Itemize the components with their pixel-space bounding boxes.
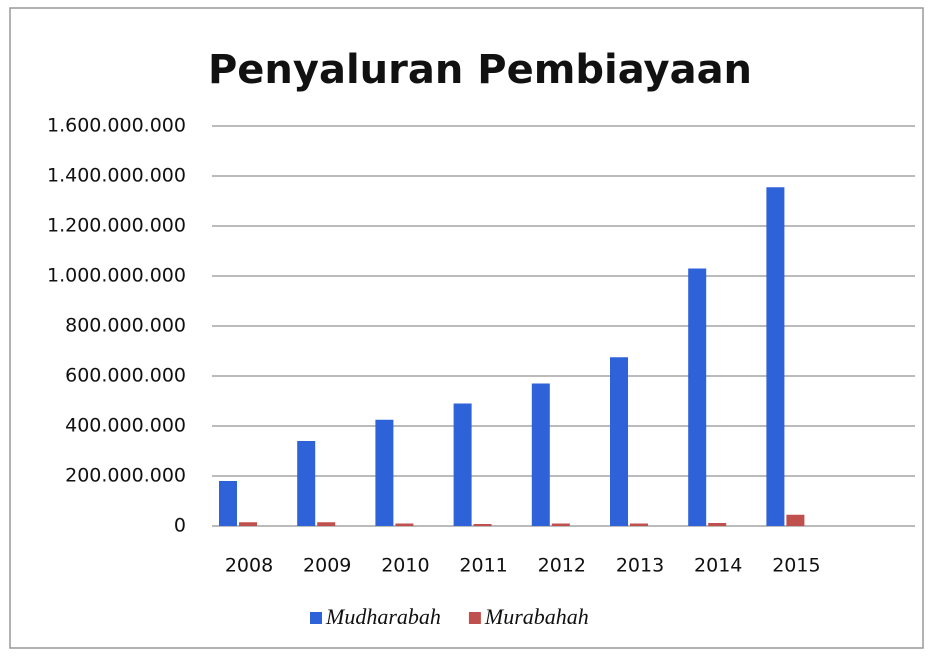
legend-label: Murabahah — [484, 604, 589, 629]
bar — [708, 523, 727, 526]
chart-title: Penyaluran Pembiayaan — [208, 47, 752, 93]
bar — [219, 481, 237, 526]
bar — [610, 357, 628, 526]
bar — [239, 522, 257, 526]
bar — [551, 523, 570, 526]
bar — [786, 514, 805, 526]
x-tick-label: 2009 — [303, 555, 351, 577]
y-tick-label: 0 — [174, 515, 186, 537]
bar — [766, 187, 785, 526]
x-tick-label: 2013 — [616, 555, 664, 577]
bar — [473, 524, 492, 526]
legend-label: Mudharabah — [325, 604, 441, 629]
bar — [375, 419, 394, 526]
y-tick-label: 1.400.000.000 — [47, 165, 186, 187]
x-tick-label: 2008 — [225, 555, 273, 577]
bar — [531, 383, 550, 526]
legend-swatch — [468, 612, 481, 624]
y-tick-label: 200.000.000 — [65, 465, 186, 487]
x-tick-label: 2014 — [694, 555, 742, 577]
bar — [688, 268, 707, 526]
y-tick-label: 1.600.000.000 — [47, 115, 186, 137]
y-tick-label: 400.000.000 — [65, 415, 186, 437]
bar — [297, 441, 316, 526]
bar — [453, 403, 472, 526]
x-tick-label: 2011 — [459, 555, 507, 577]
x-tick-label: 2012 — [538, 555, 586, 577]
x-tick-label: 2010 — [381, 555, 429, 577]
y-tick-label: 600.000.000 — [65, 365, 186, 387]
bar — [317, 522, 336, 526]
bar — [630, 523, 648, 526]
bar — [395, 523, 414, 526]
y-tick-label: 1.000.000.000 — [47, 265, 186, 287]
y-tick-label: 800.000.000 — [65, 315, 186, 337]
y-tick-label: 1.200.000.000 — [47, 215, 186, 237]
legend-swatch — [310, 612, 322, 624]
x-tick-label: 2015 — [772, 555, 820, 577]
